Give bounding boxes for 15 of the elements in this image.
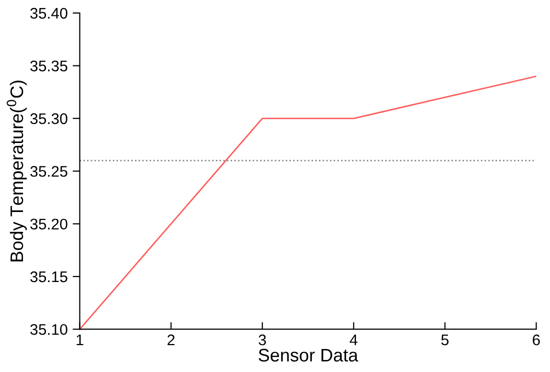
x-tick-label: 1 — [76, 334, 84, 346]
y-tick-label: 35.25 — [30, 166, 68, 177]
x-tick-label: 2 — [168, 334, 175, 346]
y-tick-label: 35.40 — [30, 8, 68, 19]
x-tick-label: 6 — [532, 334, 540, 346]
x-tick-label: 3 — [258, 334, 266, 346]
x-axis-title: Sensor Data — [258, 348, 358, 362]
y-tick-label: 35.20 — [30, 218, 68, 230]
y-axis-title: Body Temperature($^{0}$C) — [6, 80, 27, 262]
x-tick-label: 4 — [350, 334, 358, 346]
x-tick-label: 5 — [441, 334, 449, 346]
y-tick-label: 35.10 — [30, 324, 68, 335]
y-tick-label: 35.15 — [30, 271, 68, 282]
y-tick-label: 35.35 — [30, 60, 68, 72]
y-tick-label: 35.30 — [30, 113, 68, 124]
